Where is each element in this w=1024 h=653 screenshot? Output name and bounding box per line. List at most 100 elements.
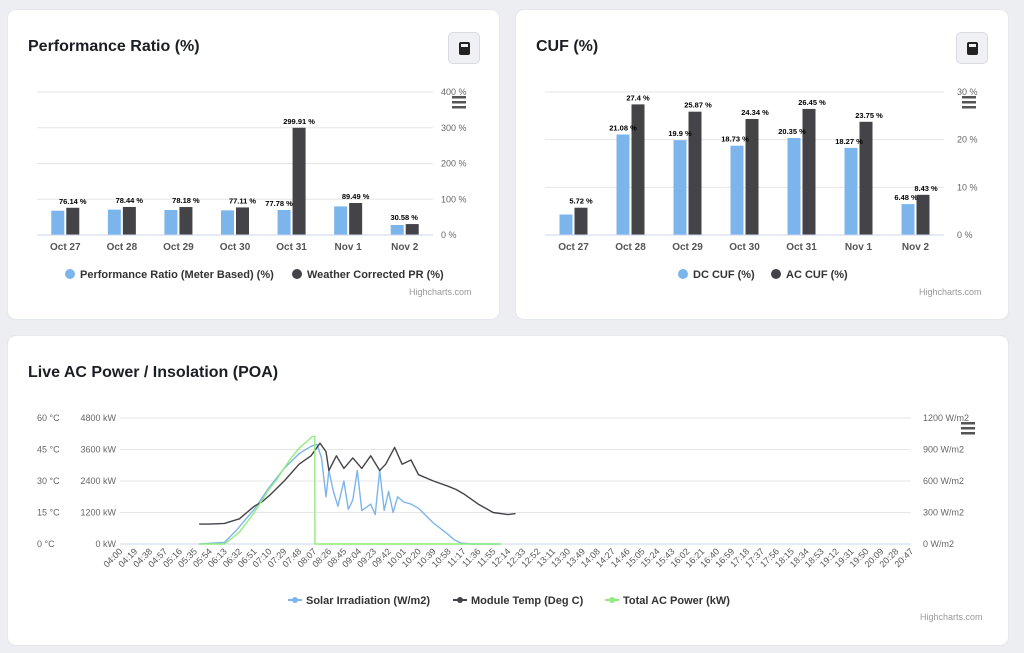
- pr-bar-series2: [236, 207, 249, 235]
- live-card-title: Live AC Power / Insolation (POA): [28, 364, 279, 381]
- live-series-line-3: [199, 435, 501, 545]
- cuf-data-label: 18.73 %: [721, 135, 749, 144]
- cuf-x-tick-label: Nov 2: [902, 242, 930, 253]
- live-legend-label: Module Temp (Deg C): [471, 595, 584, 607]
- cuf-data-label: 5.72 %: [569, 197, 593, 206]
- live-irr-tick-label: 600 W/m2: [923, 476, 964, 486]
- live-irr-tick-label: 300 W/m2: [923, 508, 964, 518]
- cuf-x-tick-label: Oct 31: [786, 242, 817, 253]
- cuf-card-title: CUF (%): [536, 38, 599, 55]
- cuf-card: CUF (%) 0 % 10 % 20 % 30 % Oct 27 Oct 28 Oct 2…: [516, 10, 1008, 319]
- live-power-chart: 0 °C 0 kW 0 W/m2 15 °C 1200 kW 300 W/m2 30 °C 2…: [37, 413, 975, 607]
- pr-data-label: 299.91 %: [283, 117, 315, 126]
- pr-y-tick-label: 100 %: [441, 194, 467, 204]
- live-power-card: Live AC Power / Insolation (POA) 0 °C 0 k…: [8, 336, 1008, 645]
- live-legend-marker: [292, 597, 298, 603]
- cuf-data-label: 6.48 %: [894, 193, 918, 202]
- calculator-icon: [458, 41, 470, 55]
- cuf-y-tick-label: 10 %: [957, 182, 978, 192]
- live-credit[interactable]: Highcharts.com: [920, 612, 983, 622]
- calculator-icon: [966, 41, 978, 55]
- performance-ratio-chart: 0 % 100 % 200 % 300 % 400 % Oct 27 Oct 28 Oct 2…: [37, 87, 467, 281]
- live-legend-label: Solar Irradiation (W/m2): [306, 595, 430, 607]
- cuf-x-tick-label: Nov 1: [845, 242, 873, 253]
- pr-bar-series1: [277, 209, 291, 235]
- pr-y-tick-label: 200 %: [441, 159, 467, 169]
- pr-menu-icon[interactable]: [452, 96, 466, 109]
- live-power-tick-label: 3600 kW: [80, 445, 116, 455]
- cuf-export-button[interactable]: [956, 32, 988, 64]
- cuf-y-tick-label: 30 %: [957, 87, 978, 97]
- pr-x-tick-label: Oct 27: [50, 242, 81, 253]
- pr-bar-series2: [405, 224, 419, 235]
- pr-legend-label: Weather Corrected PR (%): [307, 269, 444, 281]
- pr-bar-series1: [51, 210, 65, 235]
- cuf-data-label: 8.43 %: [914, 184, 938, 193]
- cuf-bar-series2: [574, 207, 588, 235]
- live-irr-tick-label: 1200 W/m2: [923, 413, 969, 423]
- live-power-tick-label: 0 kW: [95, 539, 116, 549]
- live-irr-tick-label: 0 W/m2: [923, 539, 954, 549]
- live-series-line-1: [199, 443, 501, 545]
- pr-credit[interactable]: Highcharts.com: [409, 287, 472, 297]
- pr-data-label: 76.14 %: [59, 197, 87, 206]
- cuf-menu-icon[interactable]: [962, 96, 976, 109]
- cuf-data-label: 20.35 %: [778, 127, 806, 136]
- pr-data-label: 77.78 %: [265, 199, 293, 208]
- pr-bar-series2: [122, 206, 136, 235]
- pr-x-tick-label: Oct 30: [220, 242, 251, 253]
- pr-bar-series2: [66, 207, 80, 235]
- cuf-bar-series2: [916, 194, 930, 235]
- live-legend-marker: [457, 597, 463, 603]
- pr-data-label: 78.44 %: [116, 196, 144, 205]
- pr-legend-marker: [65, 269, 75, 279]
- cuf-credit[interactable]: Highcharts.com: [919, 287, 982, 297]
- pr-y-tick-label: 300 %: [441, 123, 467, 133]
- pr-data-label: 89.49 %: [342, 192, 370, 201]
- cuf-bar-series1: [616, 134, 630, 235]
- pr-data-label: 30.58 %: [390, 213, 418, 222]
- pr-export-button[interactable]: [448, 32, 480, 64]
- cuf-legend-label: AC CUF (%): [786, 269, 848, 281]
- pr-x-tick-label: Oct 28: [107, 242, 138, 253]
- pr-bar-series1: [164, 209, 178, 235]
- live-power-tick-label: 4800 kW: [80, 413, 116, 423]
- performance-ratio-card: Performance Ratio (%) 0 % 100 % 200 % 300 %…: [8, 10, 499, 319]
- cuf-bar-series1: [844, 147, 858, 235]
- pr-x-tick-label: Nov 2: [391, 242, 419, 253]
- cuf-x-tick-label: Oct 29: [672, 242, 703, 253]
- pr-card-title: Performance Ratio (%): [28, 38, 200, 55]
- pr-bar-series1: [390, 224, 404, 235]
- cuf-bar-series2: [802, 108, 816, 235]
- pr-bar-series1: [107, 209, 121, 235]
- live-series-line-2: [199, 442, 516, 525]
- cuf-data-label: 23.75 %: [855, 111, 883, 120]
- pr-bar-series2: [292, 127, 306, 235]
- live-temp-tick-label: 30 °C: [37, 476, 60, 486]
- live-power-tick-label: 2400 kW: [80, 476, 116, 486]
- cuf-bar-series1: [673, 140, 687, 235]
- live-temp-tick-label: 60 °C: [37, 413, 60, 423]
- pr-x-tick-label: Oct 31: [276, 242, 307, 253]
- live-menu-icon[interactable]: [961, 422, 975, 435]
- pr-bar-series1: [334, 206, 348, 235]
- cuf-x-tick-label: Oct 28: [615, 242, 646, 253]
- pr-y-tick-label: 0 %: [441, 230, 457, 240]
- live-temp-tick-label: 0 °C: [37, 539, 55, 549]
- pr-bar-series1: [221, 210, 234, 235]
- cuf-bar-series2: [859, 121, 873, 235]
- cuf-bar-series2: [688, 111, 702, 235]
- cuf-bar-series1: [559, 214, 573, 235]
- pr-legend-label: Performance Ratio (Meter Based) (%): [80, 269, 274, 281]
- cuf-data-label: 26.45 %: [798, 98, 826, 107]
- cuf-chart: 0 % 10 % 20 % 30 % Oct 27 Oct 28 Oct 29 Oct 30 O…: [545, 87, 978, 281]
- pr-data-label: 78.18 %: [172, 196, 200, 205]
- live-power-tick-label: 1200 kW: [80, 508, 116, 518]
- cuf-y-tick-label: 0 %: [957, 230, 973, 240]
- cuf-legend-marker: [678, 269, 688, 279]
- pr-bar-series2: [179, 207, 193, 235]
- cuf-bar-series1: [787, 137, 801, 235]
- cuf-x-tick-label: Oct 30: [729, 242, 760, 253]
- live-legend-label: Total AC Power (kW): [623, 595, 730, 607]
- cuf-legend-marker: [771, 269, 781, 279]
